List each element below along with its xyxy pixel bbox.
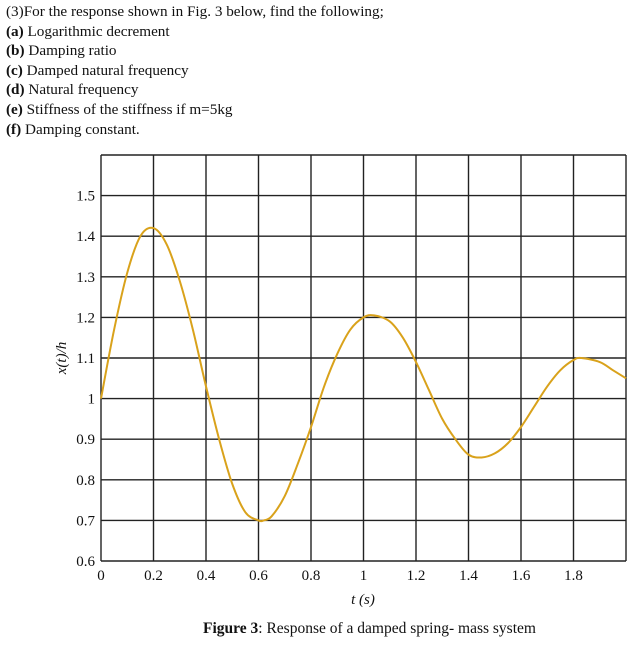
y-axis-label: x(t)/h xyxy=(54,342,70,375)
x-tick-label: 0.2 xyxy=(144,568,163,584)
y-tick-label: 1.1 xyxy=(76,351,95,367)
y-tick-label: 1.3 xyxy=(76,270,95,286)
y-tick-label: 0.9 xyxy=(76,432,95,448)
x-tick-label: 0.6 xyxy=(249,568,268,584)
x-tick-label: 0 xyxy=(97,568,105,584)
y-tick-label: 1.5 xyxy=(76,189,95,205)
question-item-d: (d) Natural frequency xyxy=(6,81,139,99)
x-tick-label: 1.8 xyxy=(564,568,583,584)
x-axis-ticks: 0 0.2 0.4 0.6 0.8 1 1.2 1.4 1.6 1.8 xyxy=(97,568,583,584)
y-tick-label: 0.6 xyxy=(76,554,95,570)
x-tick-label: 1 xyxy=(360,568,368,584)
question-item-f: (f) Damping constant. xyxy=(6,120,140,138)
y-tick-label: 1 xyxy=(88,392,96,408)
question-text: (3)For the response shown in Fig. 3 belo… xyxy=(6,2,384,139)
x-tick-label: 0.4 xyxy=(197,568,216,584)
x-tick-label: 1.6 xyxy=(512,568,531,584)
chart-grid xyxy=(100,154,627,562)
y-tick-label: 0.8 xyxy=(76,473,95,489)
x-tick-label: 1.4 xyxy=(459,568,478,584)
response-curve xyxy=(100,226,627,523)
question-item-b: (b) Damping ratio xyxy=(6,42,117,60)
figure-caption-text: : Response of a damped spring- mass syst… xyxy=(258,620,536,637)
question-item-a: (a) Logarithmic decrement xyxy=(6,22,170,40)
x-tick-label: 1.2 xyxy=(407,568,426,584)
y-tick-label: 1.4 xyxy=(76,229,95,245)
figure-label: Figure 3 xyxy=(203,620,259,637)
y-tick-label: 1.2 xyxy=(76,310,95,326)
question-intro: (3)For the response shown in Fig. 3 belo… xyxy=(6,3,384,20)
y-tick-label: 0.7 xyxy=(76,513,95,529)
x-tick-label: 0.8 xyxy=(302,568,321,584)
x-axis-label: t (s) xyxy=(351,592,375,608)
figure-caption: Figure 3: Response of a damped spring- m… xyxy=(0,620,631,638)
question-item-e: (e) Stiffness of the stiffness if m=5kg xyxy=(6,100,233,118)
y-axis-ticks: 0.6 0.7 0.8 0.9 1 1.1 1.2 1.3 1.4 1.5 xyxy=(76,189,95,570)
question-item-c: (c) Damped natural frequency xyxy=(6,61,189,79)
